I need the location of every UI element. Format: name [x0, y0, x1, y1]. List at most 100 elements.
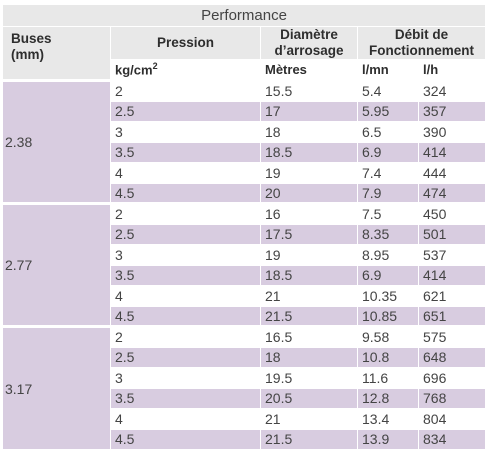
- buse-size-cell: 3.17: [2, 325, 111, 450]
- lmn-cell: 10.35: [357, 285, 419, 307]
- header-debit-line2: Fonctionnement: [369, 43, 474, 58]
- pression-cell: 3.5: [110, 264, 261, 286]
- pression-cell: 4.5: [110, 305, 261, 327]
- buse-size-cell: 2.38: [2, 79, 111, 204]
- lh-cell: 537: [418, 244, 486, 266]
- unit-diametre: Mètres: [260, 59, 358, 81]
- pression-cell: 4: [110, 285, 261, 307]
- header-buses-line1: Buses: [11, 31, 52, 46]
- table-row: 2.5 17 5.95 357: [3, 100, 486, 122]
- lh-cell: 648: [418, 346, 486, 368]
- pression-cell: 3.5: [110, 141, 261, 163]
- table-units-row: kg/cm2 Mètres l/mn l/h: [3, 59, 486, 81]
- table-row: 2.77 2 16 7.5 450: [2, 202, 486, 327]
- performance-table: Performance Buses (mm) Pression Diamètre…: [2, 4, 486, 450]
- table-row: 3.5 20.5 12.8 768: [3, 387, 486, 409]
- pression-cell: 2.5: [110, 346, 261, 368]
- lh-cell: 450: [418, 202, 486, 225]
- table-row: 2.5 17.5 8.35 501: [3, 223, 486, 245]
- lmn-cell: 5.95: [357, 100, 419, 122]
- lmn-cell: 7.9: [357, 182, 419, 204]
- lmn-cell: 12.8: [357, 387, 419, 409]
- unit-pression-text: kg/cm: [115, 62, 153, 78]
- buse-size-cell: 2.77: [2, 202, 111, 327]
- diametre-cell: 21.5: [260, 305, 358, 327]
- table-row: 3.17 2 16.5 9.58 575: [2, 325, 486, 450]
- table-row: 4.5 21.5 13.9 834: [3, 428, 486, 450]
- diametre-cell: 20.5: [260, 387, 358, 409]
- lmn-cell: 8.35: [357, 223, 419, 245]
- header-diametre-line1: Diamètre: [280, 27, 338, 43]
- lh-cell: 501: [418, 223, 486, 245]
- unit-lmn: l/mn: [357, 59, 419, 81]
- diametre-cell: 19: [260, 244, 358, 266]
- pression-cell: 3: [110, 367, 261, 389]
- lh-cell: 696: [418, 367, 486, 389]
- pression-cell: 3.5: [110, 387, 261, 409]
- pression-cell: 4: [110, 162, 261, 184]
- lmn-cell: 11.6: [357, 367, 419, 389]
- diametre-cell: 19.5: [260, 367, 358, 389]
- unit-lh: l/h: [418, 59, 486, 81]
- lmn-cell: 9.58: [357, 325, 419, 348]
- diametre-cell: 17: [260, 100, 358, 122]
- lmn-cell: 6.9: [357, 264, 419, 286]
- lh-cell: 834: [418, 428, 486, 450]
- unit-pression: kg/cm2: [110, 59, 261, 81]
- header-buses-line2: (mm): [11, 47, 44, 62]
- diametre-cell: 21.5: [260, 428, 358, 450]
- header-pression: Pression: [110, 26, 261, 60]
- lmn-cell: 13.9: [357, 428, 419, 450]
- table-row: 4 19 7.4 444: [3, 162, 486, 184]
- table-row: 2.38 2 15.5 5.4 324: [2, 79, 486, 204]
- lmn-cell: 13.4: [357, 408, 419, 430]
- table-row: 3.5 18.5 6.9 414: [3, 141, 486, 163]
- lmn-cell: 6.9: [357, 141, 419, 163]
- table-row: 3 19.5 11.6 696: [3, 367, 486, 389]
- lh-cell: 414: [418, 264, 486, 286]
- header-diametre: Diamètre d’arrosage: [260, 26, 358, 60]
- header-diametre-line2: d’arrosage: [274, 43, 344, 58]
- lh-cell: 651: [418, 305, 486, 327]
- diametre-cell: 18.5: [260, 264, 358, 286]
- diametre-cell: 17.5: [260, 223, 358, 245]
- lmn-cell: 5.4: [357, 79, 419, 102]
- table-header-row: Buses (mm) Pression Diamètre d’arrosage …: [2, 26, 486, 81]
- lh-cell: 768: [418, 387, 486, 409]
- table-row: 4.5 21.5 10.85 651: [3, 305, 486, 327]
- lmn-cell: 7.5: [357, 202, 419, 225]
- lh-cell: 575: [418, 325, 486, 348]
- lh-cell: 621: [418, 285, 486, 307]
- header-buses: Buses (mm): [2, 26, 111, 81]
- lmn-cell: 10.85: [357, 305, 419, 327]
- table-title: Performance: [2, 4, 486, 27]
- table-body: 2.38 2 15.5 5.4 324 2.5 17 5.95 357 3 18 6.5 390 3.5 1…: [2, 79, 486, 450]
- pression-cell: 3: [110, 121, 261, 143]
- diametre-cell: 21: [260, 285, 358, 307]
- performance-table-container: Performance Buses (mm) Pression Diamètre…: [0, 4, 487, 468]
- diametre-cell: 21: [260, 408, 358, 430]
- diametre-cell: 18: [260, 121, 358, 143]
- lmn-cell: 6.5: [357, 121, 419, 143]
- lmn-cell: 10.8: [357, 346, 419, 368]
- header-debit: Débit de Fonctionnement: [357, 26, 486, 60]
- diametre-cell: 18: [260, 346, 358, 368]
- lh-cell: 414: [418, 141, 486, 163]
- lh-cell: 804: [418, 408, 486, 430]
- pression-cell: 4.5: [110, 428, 261, 450]
- lh-cell: 474: [418, 182, 486, 204]
- pression-cell: 2.5: [110, 100, 261, 122]
- lh-cell: 357: [418, 100, 486, 122]
- lmn-cell: 8.95: [357, 244, 419, 266]
- table-row: 3 18 6.5 390: [3, 121, 486, 143]
- pression-cell: 4.5: [110, 182, 261, 204]
- unit-pression-exponent: 2: [152, 61, 158, 72]
- pression-cell: 2: [110, 202, 261, 225]
- diametre-cell: 15.5: [260, 79, 358, 102]
- lh-cell: 324: [418, 79, 486, 102]
- lmn-cell: 7.4: [357, 162, 419, 184]
- diametre-cell: 16: [260, 202, 358, 225]
- diametre-cell: 20: [260, 182, 358, 204]
- pression-cell: 3: [110, 244, 261, 266]
- pression-cell: 2: [110, 79, 261, 102]
